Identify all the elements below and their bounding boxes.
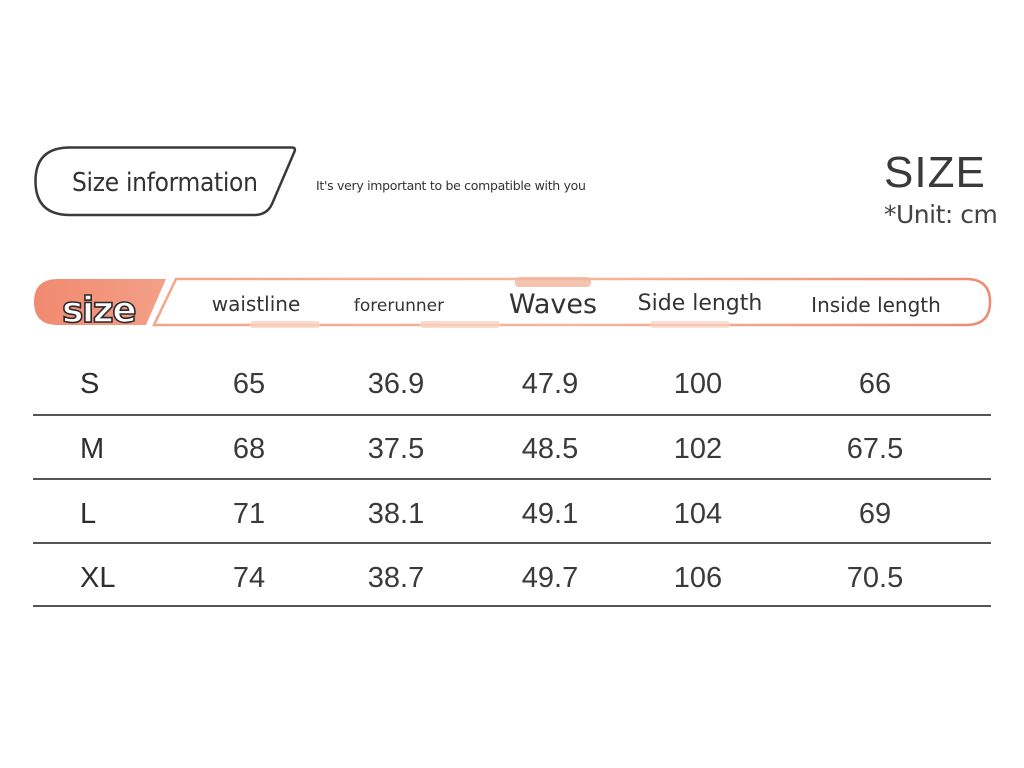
cell-inside-length: 67.5	[846, 433, 904, 465]
cell-inside-length: 69	[858, 498, 892, 530]
row-divider	[33, 414, 991, 416]
size-column-label: size	[61, 289, 137, 332]
cell-forerunner: 38.7	[367, 562, 425, 594]
cell-forerunner: 36.9	[367, 368, 425, 400]
page-title: SIZE	[884, 148, 986, 197]
section-title: Size information	[72, 168, 258, 198]
cell-waves: 47.9	[521, 368, 579, 400]
section-title-pill: Size information	[34, 146, 297, 217]
row-divider	[33, 542, 991, 544]
cell-waistline: 68	[232, 433, 266, 465]
row-size: M	[80, 433, 105, 465]
cell-waves: 49.7	[521, 562, 579, 594]
column-header-waves: Waves	[508, 289, 598, 320]
cell-forerunner: 38.1	[367, 498, 425, 530]
cell-side-length: 100	[673, 368, 723, 400]
row-size: S	[80, 368, 100, 400]
cell-waistline: 74	[232, 562, 266, 594]
table-row: L 71 38.1 49.1 104 69	[0, 484, 1024, 548]
cell-forerunner: 37.5	[367, 433, 425, 465]
tagline: It's very important to be compatible wit…	[316, 178, 586, 193]
row-size: L	[80, 498, 97, 530]
cell-waistline: 65	[232, 368, 266, 400]
row-divider	[33, 478, 991, 480]
row-size: XL	[80, 562, 116, 594]
column-header-inside-length: Inside length	[811, 293, 941, 317]
cell-side-length: 102	[673, 433, 723, 465]
row-divider	[33, 605, 991, 607]
column-header-waistline: waistline	[211, 292, 301, 316]
column-header-side-length: Side length	[637, 291, 763, 316]
cell-waves: 48.5	[521, 433, 579, 465]
table-row: S 65 36.9 47.9 100 66	[0, 354, 1024, 418]
cell-side-length: 104	[673, 498, 723, 530]
cell-inside-length: 66	[858, 368, 892, 400]
cell-waves: 49.1	[521, 498, 579, 530]
table-row: XL 74 38.7 49.7 106 70.5	[0, 548, 1024, 612]
column-header-forerunner: forerunner	[353, 296, 445, 316]
cell-side-length: 106	[673, 562, 723, 594]
unit-note: *Unit: cm	[884, 200, 998, 229]
cell-waistline: 71	[232, 498, 266, 530]
cell-inside-length: 70.5	[846, 562, 904, 594]
table-row: M 68 37.5 48.5 102 67.5	[0, 419, 1024, 483]
